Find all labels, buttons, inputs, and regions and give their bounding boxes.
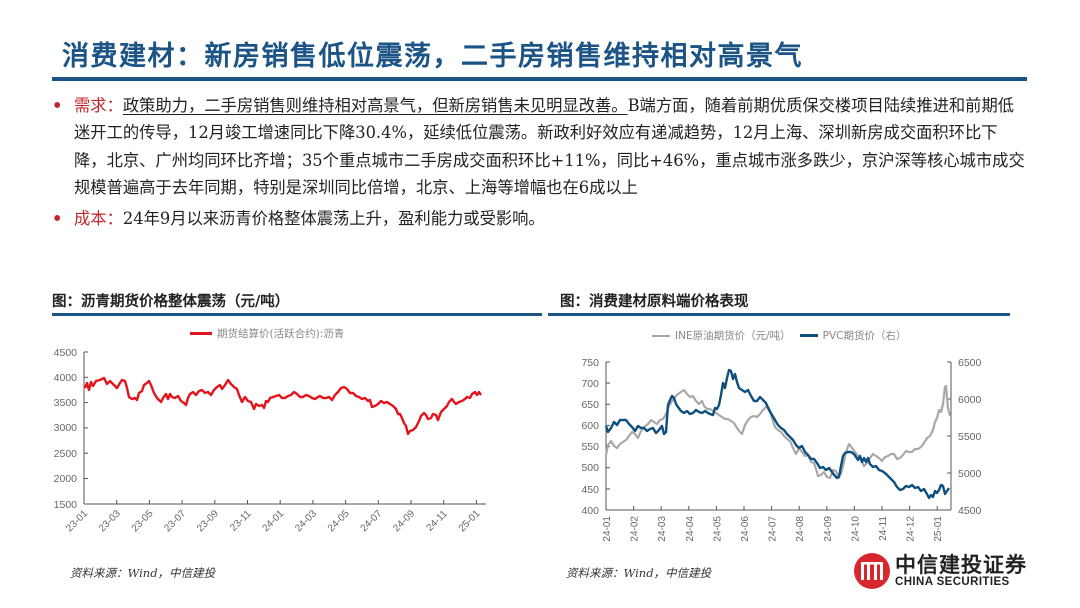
asphalt-price-line — [83, 376, 482, 436]
legend-label-asphalt: 期货结算价(活跃合约):沥青 — [217, 328, 345, 340]
right-figure-divider — [548, 313, 1010, 316]
right-xtick: 24-10 — [850, 516, 861, 542]
right-xtick: 24-12 — [906, 516, 917, 542]
bullet-cost: • 成本：24年9月以来沥青价格整体震荡上升，盈利能力或受影响。 — [50, 205, 1030, 232]
left-xtick: 24-05 — [326, 508, 352, 534]
right-xtick: 24-11 — [878, 516, 889, 541]
page-title: 消费建材：新房销售低位震荡，二手房销售维持相对高景气 — [62, 41, 803, 72]
right-xtick: 24-08 — [795, 516, 806, 542]
right-ytick-left: 650 — [581, 399, 599, 411]
bullet-key-demand: 需求： — [74, 96, 123, 115]
title-divider — [52, 77, 1027, 81]
left-xtick: 23-09 — [195, 508, 221, 534]
left-figure-source: 资料来源：Wind，中信建投 — [70, 566, 216, 580]
legend-swatch-ine — [652, 334, 670, 337]
left-ytick: 4500 — [54, 347, 78, 359]
left-ytick: 3000 — [54, 422, 78, 434]
brand-name-cn: 中信建投证券 — [895, 552, 1027, 577]
legend-label-pvc: PVC期货价（右） — [822, 330, 907, 342]
left-xtick: 25-01 — [457, 508, 483, 534]
left-xtick: 24-03 — [293, 508, 319, 534]
bullet-list: • 需求：政策助力，二手房销售则维持相对高景气，但新房销售未见明显改善。B端方面… — [50, 92, 1030, 236]
left-xtick: 23-05 — [130, 508, 156, 534]
citic-logo-icon — [854, 553, 890, 589]
left-figure-divider — [52, 313, 542, 316]
right-ytick-right: 5500 — [958, 431, 982, 443]
left-ytick: 2000 — [54, 473, 78, 485]
right-ytick-right: 4500 — [958, 505, 982, 517]
bullet-demand: • 需求：政策助力，二手房销售则维持相对高景气，但新房销售未见明显改善。B端方面… — [50, 92, 1030, 201]
brand-logo: 中信建投证券 CHINA SECURITIES — [853, 552, 1027, 590]
legend-swatch-asphalt — [190, 332, 212, 335]
ine-crude-line — [604, 384, 952, 480]
right-xtick: 24-03 — [657, 516, 668, 542]
right-ytick-left: 500 — [581, 462, 599, 474]
right-ytick-left: 450 — [581, 484, 599, 496]
left-xtick: 24-07 — [359, 508, 385, 534]
left-xtick: 24-09 — [391, 508, 417, 534]
right-ytick-left: 600 — [581, 420, 599, 432]
right-xtick: 24-05 — [712, 516, 723, 542]
right-xtick: 25-01 — [933, 516, 944, 542]
left-xtick: 23-11 — [228, 508, 254, 534]
left-chart: 4500 4000 3500 3000 2500 2000 1500 23-01… — [54, 347, 486, 534]
right-xtick: 24-06 — [740, 516, 751, 542]
right-xtick: 24-09 — [823, 516, 834, 542]
left-xtick: 24-01 — [260, 508, 286, 534]
bullet-body-cost: 24年9月以来沥青价格整体震荡上升，盈利能力或受影响。 — [122, 209, 545, 229]
right-xtick: 24-02 — [630, 516, 641, 542]
right-figure-source: 资料来源：Wind，中信建投 — [566, 566, 712, 580]
left-ytick: 3500 — [54, 397, 78, 409]
left-xtick: 23-07 — [162, 508, 188, 534]
legend-swatch-pvc — [799, 334, 818, 337]
legend-label-ine: INE原油期货价（元/吨） — [675, 330, 791, 342]
right-figure-title: 图：消费建材原料端价格表现 — [560, 293, 749, 310]
bullet-key-cost: 成本： — [74, 209, 123, 229]
right-xtick: 24-01 — [602, 516, 613, 542]
right-ytick-right: 6000 — [958, 394, 982, 406]
left-xtick: 24-11 — [424, 508, 450, 534]
right-ytick-right: 6500 — [958, 357, 982, 369]
right-chart-legend: INE原油期货价（元/吨） PVC期货价（右） — [652, 328, 906, 343]
bullet-dot-icon: • — [52, 209, 63, 229]
left-ytick: 1500 — [54, 499, 78, 511]
left-ytick: 4000 — [54, 372, 78, 384]
left-chart-legend: 期货结算价(活跃合约):沥青 — [190, 326, 344, 341]
right-chart: 750 700 650 600 550 500 450 400 6500 600… — [581, 357, 982, 542]
right-ytick-left: 550 — [581, 441, 599, 453]
brand-name-en: CHINA SECURITIES — [895, 576, 1010, 588]
right-ytick-left: 750 — [581, 357, 599, 369]
bullet-underlined-summary: 政策助力，二手房销售则维持相对高景气，但新房销售未见明显改善。 — [122, 96, 628, 115]
right-ytick-left: 700 — [581, 378, 599, 390]
bullet-dot-icon: • — [52, 96, 63, 115]
left-xtick: 23-01 — [64, 508, 90, 534]
right-xtick: 24-04 — [685, 516, 696, 542]
bullet-body-demand: B端方面，随着前期优质保交楼项目陆续推进和前期低迷开工的传导，12月竣工增速同比… — [74, 96, 1025, 197]
left-figure-title: 图：沥青期货价格整体震荡（元/吨） — [52, 293, 290, 310]
pvc-price-line — [604, 368, 950, 500]
right-ytick-right: 5000 — [958, 468, 982, 480]
left-xtick: 23-03 — [97, 508, 123, 534]
left-ytick: 2500 — [54, 448, 78, 460]
right-ytick-left: 400 — [581, 505, 599, 517]
right-xtick: 24-07 — [768, 516, 779, 542]
